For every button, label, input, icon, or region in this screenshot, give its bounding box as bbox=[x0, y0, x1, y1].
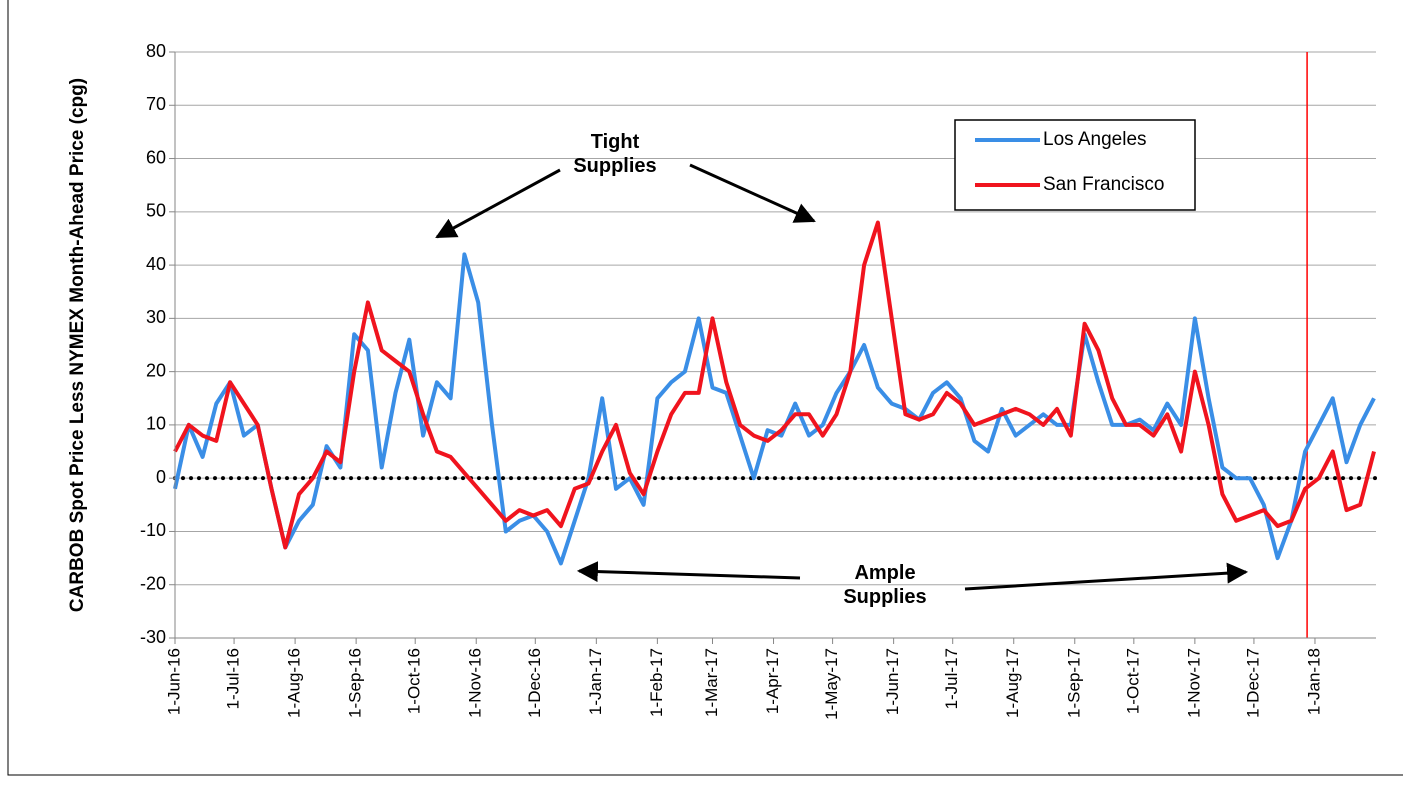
x-tick-label: 1-Aug-17 bbox=[1003, 648, 1022, 718]
arrow bbox=[576, 561, 801, 583]
x-tick-label: 1-Apr-17 bbox=[763, 648, 782, 714]
y-tick-label: 70 bbox=[146, 94, 166, 114]
x-tick-label: 1-Sep-17 bbox=[1064, 648, 1083, 718]
y-tick-label: 10 bbox=[146, 414, 166, 434]
x-tick-label: 1-Dec-17 bbox=[1243, 648, 1262, 718]
legend-label: Los Angeles bbox=[1043, 129, 1147, 150]
x-tick-label: 1-Jan-18 bbox=[1304, 648, 1323, 715]
x-tick-label: 1-Jul-16 bbox=[224, 648, 243, 709]
y-tick-label: 60 bbox=[146, 147, 166, 167]
x-tick-label: 1-Oct-17 bbox=[1123, 648, 1142, 714]
y-tick-label: 0 bbox=[156, 467, 166, 487]
y-tick-label: -10 bbox=[140, 520, 166, 540]
y-tick-label: 80 bbox=[146, 41, 166, 61]
x-tick-label: 1-Feb-17 bbox=[647, 648, 666, 717]
y-tick-label: 20 bbox=[146, 360, 166, 380]
x-tick-label: 1-May-17 bbox=[822, 648, 841, 720]
y-tick-label: -30 bbox=[140, 627, 166, 647]
arrow bbox=[964, 562, 1249, 591]
annotation: Ample Supplies bbox=[843, 562, 927, 608]
x-tick-label: 1-Aug-16 bbox=[285, 648, 304, 718]
x-tick-label: 1-Dec-16 bbox=[525, 648, 544, 718]
arrows bbox=[435, 163, 1249, 591]
x-tick-label: 1-Sep-16 bbox=[346, 648, 365, 718]
x-tick-label: 1-Nov-17 bbox=[1184, 648, 1203, 718]
y-tick-label: 30 bbox=[146, 307, 166, 327]
y-tick-label: 50 bbox=[146, 201, 166, 221]
chart-border bbox=[7, 0, 1403, 776]
x-tick-label: 1-Jul-17 bbox=[942, 648, 961, 709]
arrow bbox=[435, 168, 561, 239]
legend-box bbox=[954, 119, 1196, 211]
y-axis-label: CARBOB Spot Price Less NYMEX Month-Ahead… bbox=[67, 77, 88, 613]
arrow bbox=[689, 163, 816, 223]
y-tick-label: -20 bbox=[140, 573, 166, 593]
y-tick-label: 40 bbox=[146, 254, 166, 274]
x-tick-label: 1-Mar-17 bbox=[702, 648, 721, 717]
x-tick-label: 1-Oct-16 bbox=[405, 648, 424, 714]
series-line bbox=[173, 252, 1376, 566]
annotation: Tight Supplies bbox=[573, 131, 657, 177]
x-tick-label: 1-Nov-16 bbox=[466, 648, 485, 718]
x-tick-label: 1-Jun-16 bbox=[164, 648, 183, 715]
x-tick-label: 1-Jun-17 bbox=[883, 648, 902, 715]
series-line bbox=[173, 220, 1376, 550]
x-tick-label: 1-Jan-17 bbox=[586, 648, 605, 715]
legend-label: San Francisco bbox=[1043, 174, 1164, 195]
